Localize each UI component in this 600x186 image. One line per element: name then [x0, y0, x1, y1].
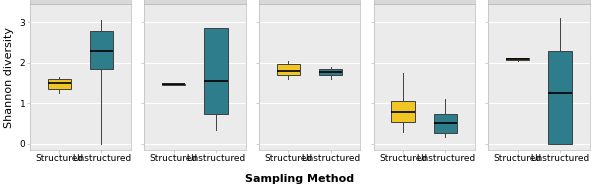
Bar	[391, 101, 415, 122]
Bar	[319, 69, 343, 75]
Bar	[162, 84, 185, 85]
Bar	[548, 51, 572, 144]
Bar	[506, 58, 529, 60]
Y-axis label: Shannon diversity: Shannon diversity	[4, 27, 14, 128]
Bar	[90, 31, 113, 69]
Bar	[277, 64, 300, 75]
Bar	[205, 28, 228, 114]
Bar	[434, 114, 457, 133]
Text: Sampling Method: Sampling Method	[245, 174, 355, 184]
Bar	[47, 79, 71, 89]
